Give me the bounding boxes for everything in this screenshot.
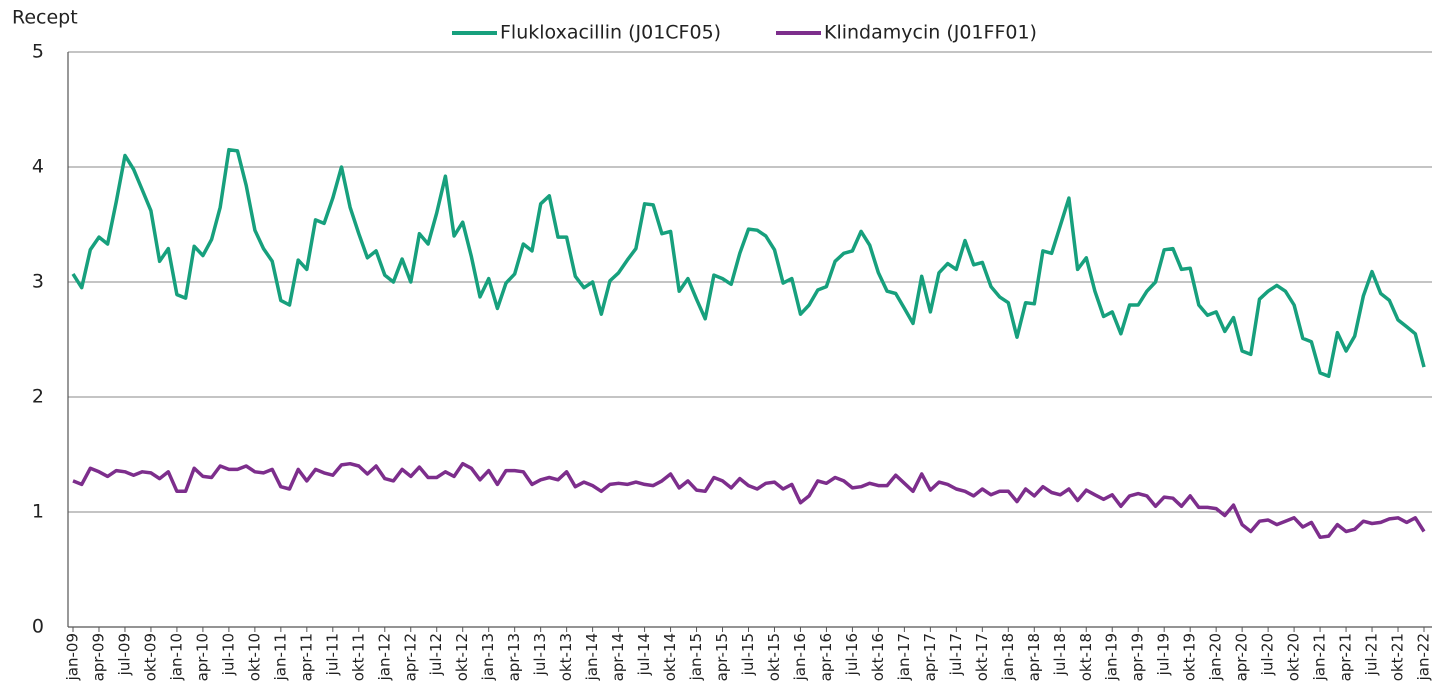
x-tick-label: okt-17 [973, 633, 991, 681]
x-tick-label: okt-21 [1389, 633, 1407, 681]
x-tick-label: jan-11 [271, 633, 289, 681]
x-tick-label: jul-19 [1155, 633, 1173, 676]
x-tick-label: jan-12 [375, 633, 393, 681]
x-tick-label: okt-14 [661, 633, 679, 681]
x-tick-label: apr-12 [401, 633, 419, 681]
x-tick-label: jul-13 [531, 633, 549, 676]
series-line [71, 147, 1426, 379]
x-tick-label: okt-11 [349, 633, 367, 681]
x-tick-label: apr-15 [713, 633, 731, 681]
x-tick-label: jul-18 [1051, 633, 1069, 676]
x-tick-label: okt-20 [1285, 633, 1303, 681]
x-tick-label: okt-19 [1181, 633, 1199, 681]
y-tick-label: 3 [32, 271, 44, 293]
x-tick-label: jul-11 [323, 633, 341, 676]
x-tick-label: jul-16 [843, 633, 861, 676]
x-tick-label: apr-16 [817, 633, 835, 681]
x-tick-label: jul-17 [947, 633, 965, 676]
x-tick-label: apr-10 [193, 633, 211, 681]
x-tick-label: jan-21 [1311, 633, 1329, 681]
x-tick-label: jul-14 [635, 633, 653, 676]
x-tick-label: apr-09 [89, 633, 107, 681]
x-tick-label: okt-16 [869, 633, 887, 681]
x-tick-label: apr-14 [609, 633, 627, 681]
y-tick-label: 4 [32, 156, 44, 178]
x-tick-label: jan-20 [1207, 633, 1225, 681]
x-tick-label: okt-18 [1077, 633, 1095, 681]
series-line [72, 461, 1426, 540]
x-tick-label: jul-10 [219, 633, 237, 676]
x-tick-label: okt-15 [765, 633, 783, 681]
x-tick-label: apr-19 [1129, 633, 1147, 681]
x-tick-label: okt-12 [453, 633, 471, 681]
legend-label: Klindamycin (J01FF01) [824, 22, 1037, 44]
legend-label: Flukloxacillin (J01CF05) [500, 22, 721, 44]
x-tick-label: apr-18 [1025, 633, 1043, 681]
x-tick-label: jan-22 [1415, 633, 1432, 681]
x-tick-label: jul-12 [427, 633, 445, 676]
y-tick-label: 2 [32, 386, 44, 408]
x-tick-label: apr-20 [1233, 633, 1251, 681]
x-tick-label: jul-09 [115, 633, 133, 676]
x-tick-label: apr-13 [505, 633, 523, 681]
y-axis-label: Recept [12, 7, 78, 29]
x-tick-label: jan-14 [583, 633, 601, 681]
x-tick-label: apr-21 [1337, 633, 1355, 681]
x-tick-label: jul-20 [1259, 633, 1277, 676]
x-tick-label: jan-16 [791, 633, 809, 681]
y-tick-label: 1 [32, 501, 44, 523]
x-tick-label: jul-15 [739, 633, 757, 676]
x-tick-label: jan-09 [64, 633, 82, 681]
x-tick-label: jan-18 [999, 633, 1017, 681]
x-tick-label: jan-10 [167, 633, 185, 681]
x-tick-label: apr-11 [297, 633, 315, 681]
x-tick-label: jan-13 [479, 633, 497, 681]
x-tick-label: jul-21 [1363, 633, 1381, 676]
x-tick-label: jan-19 [1103, 633, 1121, 681]
x-tick-label: apr-17 [921, 633, 939, 681]
x-tick-label: jan-15 [687, 633, 705, 681]
x-tick-label: okt-10 [245, 633, 263, 681]
x-tick-label: okt-09 [141, 633, 159, 681]
x-tick-label: okt-13 [557, 633, 575, 681]
y-tick-label: 5 [32, 41, 44, 63]
y-tick-label: 0 [32, 616, 44, 638]
x-tick-label: jan-17 [895, 633, 913, 681]
